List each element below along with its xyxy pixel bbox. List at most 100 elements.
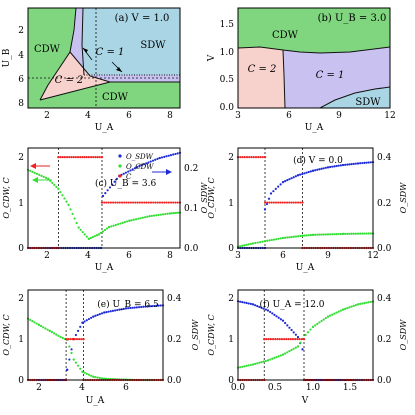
panel-d-frame [237,147,374,249]
panel-f-point-osdw [249,302,252,305]
panel-e-point-ocdw [74,361,77,364]
panel-d-point-c [274,201,278,204]
panel-c-point-ocdw [29,169,32,172]
panel-e-point-osdw [142,305,145,308]
panel-f-point-c [296,337,299,341]
panel-d-point-ocdw [251,242,255,245]
arrowhead-c-blue [166,169,172,175]
panel-e-point-osdw [137,306,141,309]
panel-d-ytick-0: 0 [228,244,234,254]
panel-c-point-ocdw [153,214,156,217]
panel-c-point-c [103,201,106,204]
panel-d-point-ocdw [286,236,289,239]
panel-d-point-c [254,155,258,159]
panel-d-point-osdw [277,185,280,188]
panel-d-point-ocdw [363,232,366,235]
panel-f-point-osdw [247,302,250,305]
panel-d-point-ocdw [239,245,242,248]
panel-c-point-ocdw [168,212,171,215]
panel-d-point-osdw [288,178,291,181]
arrowhead-c1-up [83,48,88,53]
panel-c-y2tick-1: 0.1 [184,204,198,214]
panel-d-point-ocdw [277,237,280,240]
panel-e: (e) U_B = 6.5 2 4 6 0 1 2 0.0 0.2 0.4 U_… [2,289,200,406]
panel-d-point-c [281,201,284,204]
panel-d-point-ocdw [259,240,262,244]
panel-c-point-ocdw [164,212,167,216]
panel-e-point-ocdw [35,322,38,325]
panel-b-xtick-3: 12 [384,111,395,121]
panel-e-point-ocdw [96,376,99,379]
panel-b-ytick-3: 1.5 [220,20,235,30]
region-b-c2 [238,47,285,108]
panel-e-point-ocdw [44,327,47,330]
panel-c-point-c [169,201,173,204]
panel-e-point-osdw [109,310,112,313]
panel-e-y2label: O_SDW [191,319,200,350]
panel-c-point-ocdw [65,200,68,203]
panel-c-point-ocdw [116,223,120,226]
panel-e-point-ocdw [87,373,91,376]
panel-c-point-ocdw [144,216,147,219]
panel-c-point-osdw [138,164,141,168]
panel-d-point-osdw [352,162,355,166]
panel-d-point-osdw [274,187,277,191]
panel-f-y2label: O_SDW [399,319,408,350]
panel-c-point-osdw [163,155,166,158]
panel-e-point-osdw [74,333,77,337]
panel-c-point-c [79,155,82,159]
panel-d-point-osdw [356,162,360,165]
region-c1 [70,8,180,82]
panel-f-xtick-1: 0.5 [268,383,283,393]
panel-d-point-c [252,155,255,159]
panel-b-title: (b) U_B = 3.0 [318,13,387,24]
panel-e-point-ocdw [92,375,95,378]
panel-e-point-c [75,337,79,341]
panel-e-point-osdw [85,319,88,322]
panel-f-point-ocdw [245,364,248,367]
panel-f-point-ocdw [296,345,300,348]
panel-d-point-ocdw [365,232,368,235]
panel-f-point-ocdw [292,347,295,350]
panel-e-point-c [73,337,76,341]
panel-c-title-visible: (c) U_B = 3.6 [95,178,156,189]
panel-d-point-osdw [359,162,362,165]
panel-e-xtick-0: 2 [36,383,42,393]
panel-d-point-c [241,155,244,159]
panel-f-point-ocdw [311,325,315,328]
panel-c-point-osdw [122,172,125,175]
panel-f-point-ocdw [322,318,325,321]
panel-e-point-osdw [151,304,154,308]
panel-e-point-osdw [100,312,104,315]
panel-c-frame [27,147,181,249]
panel-c-point-c [74,155,77,159]
panel-a-xtick-3: 8 [167,111,173,121]
panel-f-point-ocdw [314,324,317,327]
panel-d-point-ocdw [290,235,293,239]
panel-a-xtick-0: 2 [44,111,50,121]
panel-c-point-ocdw [87,237,90,241]
panel-c-point-c [87,155,90,159]
panel-b-ytick-1: 0.5 [220,75,235,85]
panel-f-point-osdw [275,315,278,318]
panel-f-title: (f) U_A = 12.0 [259,299,324,310]
panel-c-point-c [127,201,130,204]
panel-f-point-ocdw [356,303,360,306]
panel-f-point-c [302,337,306,341]
panel-e-point-ocdw [57,334,60,337]
panel-d-point-c [299,201,302,204]
panel-c-point-osdw [169,154,173,157]
panel-c-point-c [118,201,121,204]
panel-f-point-osdw [288,326,291,329]
panel-e-title: (e) U_B = 6.5 [97,299,159,310]
panel-d-point-osdw [267,197,271,200]
panel-c-point-ocdw [73,217,76,220]
panel-d-point-osdw [286,179,289,182]
panel-e-point-osdw [111,309,115,312]
panel-d-point-osdw [269,192,273,195]
panel-e-xtick-2: 6 [123,383,129,393]
panel-c-point-c [120,201,124,204]
region-label-sdw: SDW [140,40,166,51]
panel-e-point-ocdw [81,370,84,373]
panel-c-point-ocdw [121,221,124,224]
